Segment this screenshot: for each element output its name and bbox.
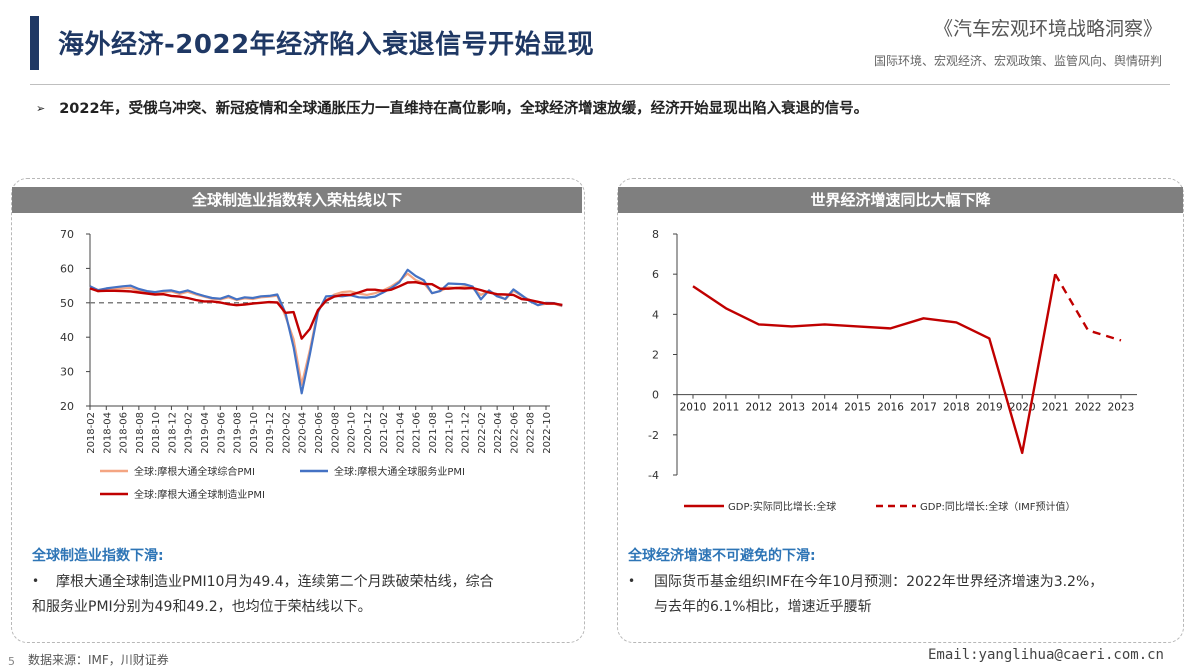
series-line-imf-forecast [1054, 273, 1122, 342]
y-tick-label: 70 [60, 228, 74, 241]
x-tick-label: 2019-06 [216, 412, 227, 454]
x-tick-label: 2020-04 [298, 412, 309, 454]
header-divider [30, 84, 1170, 85]
contact-email[interactable]: Email:yanglihua@caeri.com.cn [927, 647, 1164, 663]
x-tick-label: 2021-12 [461, 412, 472, 454]
y-tick-label: 50 [60, 297, 74, 310]
summary-text: 2022年，受俄乌冲突、新冠疫情和全球通胀压力一直维持在高位影响，全球经济增速放… [59, 101, 869, 117]
y-tick-label: 8 [652, 228, 659, 241]
x-tick-label: 2018-08 [135, 412, 146, 454]
x-tick-label: 2020-12 [363, 412, 374, 454]
y-tick-label: 0 [652, 389, 659, 402]
y-tick-label: -2 [648, 429, 659, 442]
x-tick-label: 2017 [910, 402, 937, 414]
page-title: 海外经济-2022年经济陷入衰退信号开始显现 [58, 30, 595, 60]
legend-label-imf-forecast: GDP:同比增长:全球（IMF预计值） [920, 500, 1076, 513]
report-subtitle: 国际环境、宏观经济、宏观政策、监管风向、舆情研判 [873, 54, 1162, 68]
y-tick-label: -4 [648, 469, 659, 482]
series-line-manufacturing [89, 281, 563, 340]
x-tick-label: 2021-10 [444, 412, 455, 454]
x-tick-label: 2018-12 [167, 412, 178, 454]
y-tick-label: 4 [652, 308, 659, 321]
pmi-panel-heading: 全球制造业指数转入荣枯线以下 [12, 187, 582, 213]
x-tick-label: 2019-04 [200, 412, 211, 454]
x-tick-label: 2018-10 [151, 412, 162, 454]
legend-label-manufacturing: 全球:摩根大通全球制造业PMI [134, 488, 265, 501]
x-tick-label: 2019-08 [233, 412, 244, 454]
x-tick-label: 2018-02 [86, 412, 97, 454]
gdp-panel-heading: 世界经济增速同比大幅下降 [618, 187, 1183, 213]
bullet-icon: • [32, 574, 40, 588]
x-tick-label: 2015 [844, 402, 871, 414]
arrow-bullet-icon: ➢ [36, 102, 46, 115]
x-tick-label: 2022-04 [493, 412, 504, 454]
x-tick-label: 2019 [976, 402, 1003, 414]
x-tick-label: 2019-12 [265, 412, 276, 454]
gdp-panel: 世界经济增速同比大幅下降 -4 -2 0 2 4 6 8 2010 2011 2012 2013 20… [617, 178, 1184, 643]
x-tick-label: 2011 [713, 402, 740, 414]
y-tick-label: 2 [652, 349, 659, 362]
series-line-actual [692, 273, 1057, 455]
x-tick-label: 2012 [745, 402, 772, 414]
gdp-chart: -4 -2 0 2 4 6 8 2010 2011 2012 2013 2014 2015 2016 201… [648, 228, 1137, 513]
report-name: 《汽车宏观环境战略洞察》 [933, 18, 1162, 40]
legend-label-actual: GDP:实际同比增长:全球 [728, 500, 836, 513]
y-tick-label: 6 [652, 268, 659, 281]
pmi-note-line-2: 和服务业PMI分别为49和49.2，也均位于荣枯线以下。 [32, 599, 372, 615]
y-tick-label: 40 [60, 331, 74, 344]
x-tick-label: 2020-08 [330, 412, 341, 454]
bullet-icon: • [628, 574, 636, 588]
x-tick-label: 2018-06 [119, 412, 130, 454]
x-tick-label: 2022-06 [509, 412, 520, 454]
gdp-note-line-2: 与去年的6.1%相比，增速近乎腰斩 [654, 599, 872, 615]
x-tick-label: 2010 [680, 402, 707, 414]
x-tick-label: 2022-10 [542, 412, 553, 454]
x-tick-label: 2021-04 [395, 412, 406, 454]
x-tick-label: 2021 [1042, 402, 1069, 414]
x-tick-label: 2022-08 [526, 412, 537, 454]
x-tick-label: 2022-02 [477, 412, 488, 454]
gdp-note-title: 全球经济增速不可避免的下滑: [628, 548, 816, 564]
legend-label-services: 全球:摩根大通全球服务业PMI [334, 465, 465, 478]
x-tick-label: 2021-02 [379, 412, 390, 454]
gdp-note-line-1: 国际货币基金组织IMF在今年10月预测：2022年世界经济增速为3.2%， [654, 574, 1104, 590]
x-tick-label: 2021-08 [428, 412, 439, 454]
x-tick-label: 2020-10 [347, 412, 358, 454]
series-line-services [89, 268, 563, 395]
y-tick-label: 60 [60, 262, 74, 275]
y-tick-label: 30 [60, 366, 74, 379]
x-tick-label: 2019-10 [249, 412, 260, 454]
summary-line: ➢ 2022年，受俄乌冲突、新冠疫情和全球通胀压力一直维持在高位影响，全球经济增速… [36, 97, 868, 118]
x-tick-label: 2022 [1075, 402, 1102, 414]
pmi-note-title: 全球制造业指数下滑: [32, 548, 164, 564]
x-tick-label: 2018 [943, 402, 970, 414]
page-number: 5 [8, 655, 15, 668]
x-tick-label: 2013 [778, 402, 805, 414]
x-tick-label: 2016 [877, 402, 904, 414]
title-accent-bar [30, 16, 39, 70]
legend-label-composite: 全球:摩根大通全球综合PMI [134, 465, 255, 478]
x-tick-label: 2020-02 [281, 412, 292, 454]
pmi-chart: 20 30 40 50 60 70 2018-02 2018-04 2018-06 2018-08… [60, 228, 563, 501]
pmi-panel: 全球制造业指数转入荣枯线以下 20 30 40 50 60 70 2018-02 2018-0… [11, 178, 585, 643]
x-tick-label: 2020-06 [314, 412, 325, 454]
x-tick-label: 2019-02 [184, 412, 195, 454]
pmi-note-line-1: 摩根大通全球制造业PMI10月为49.4，连续第二个月跌破荣枯线，综合 [56, 574, 494, 590]
x-tick-label: 2023 [1108, 402, 1135, 414]
x-tick-label: 2021-06 [412, 412, 423, 454]
data-source: 数据来源：IMF，川财证券 [28, 653, 169, 667]
y-tick-label: 20 [60, 400, 74, 413]
x-tick-label: 2018-04 [102, 412, 113, 454]
x-tick-label: 2014 [811, 402, 838, 414]
